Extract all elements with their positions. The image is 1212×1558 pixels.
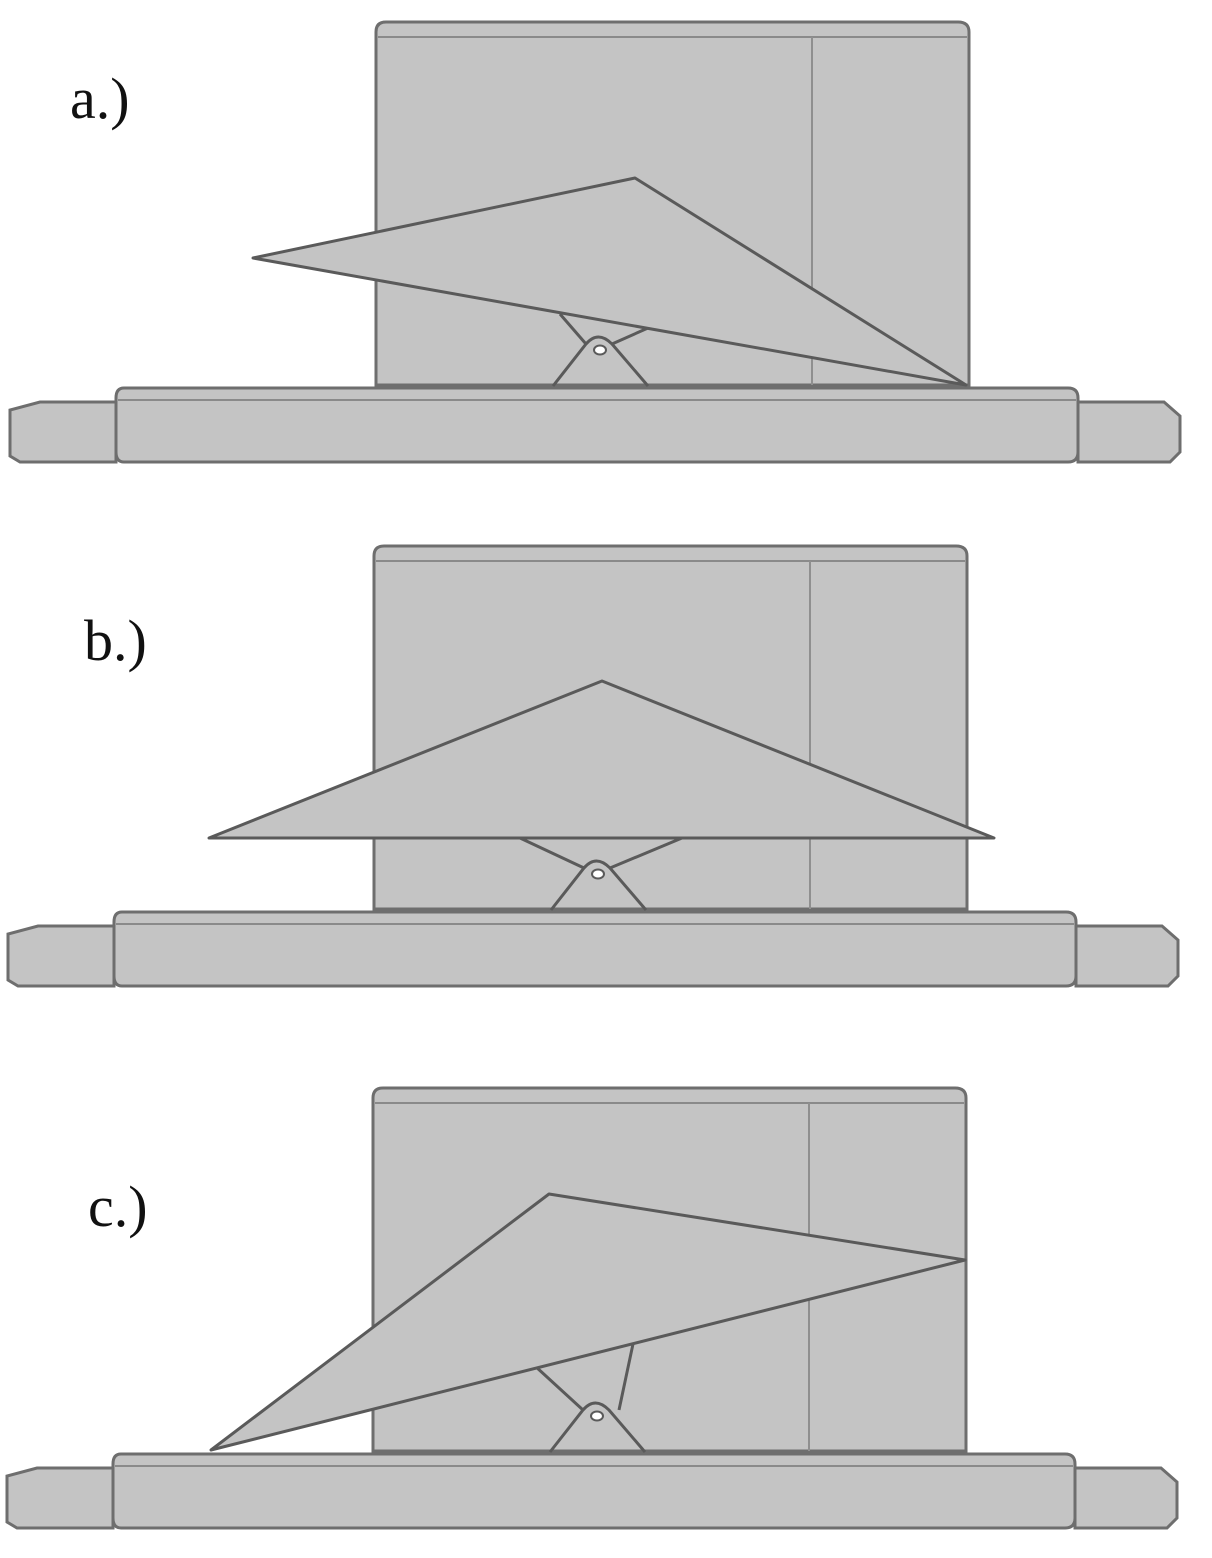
panel-c-diagram bbox=[7, 1088, 1177, 1528]
panel-b-diagram bbox=[8, 546, 1178, 986]
panel-label-a: a.) bbox=[70, 70, 130, 128]
panel-label-b: b.) bbox=[84, 612, 147, 670]
panel-a-diagram bbox=[10, 22, 1180, 462]
panel-label-c: c.) bbox=[88, 1178, 148, 1236]
